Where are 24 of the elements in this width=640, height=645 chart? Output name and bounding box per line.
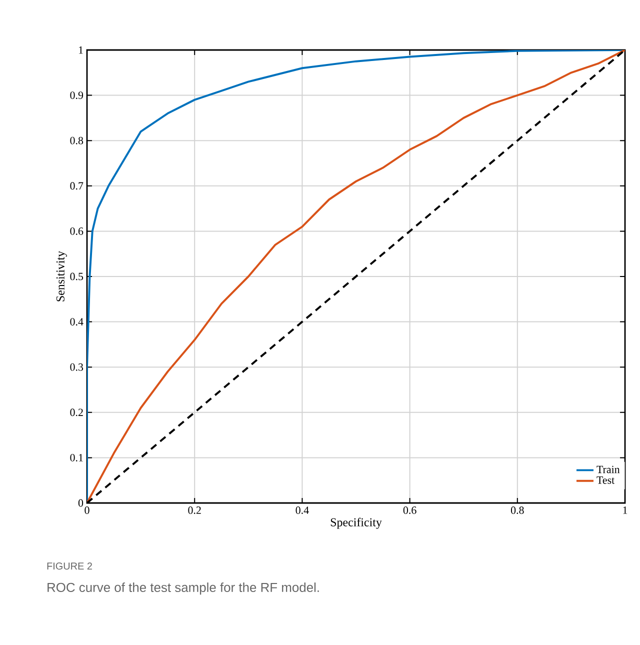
text: ROC curve of the test sample for the RF model.	[48, 582, 319, 595]
y-tick-label: 0.6	[70, 227, 84, 235]
legend-label: Train	[596, 466, 620, 474]
y-tick-label: 0.2	[70, 408, 83, 416]
y-tick-label: 0.9	[70, 92, 84, 100]
x-tick-label: 0.6	[403, 506, 416, 514]
caption: FIGURE 2	[47, 562, 92, 570]
y-tick-label: 0.7	[70, 182, 84, 190]
y-tick-label: 1	[78, 46, 83, 54]
x-tick-label: 0	[84, 506, 90, 514]
y-tick-label: 0.1	[70, 454, 83, 462]
x-tick-label: 0.8	[510, 506, 524, 514]
legend-label: Test	[596, 476, 615, 484]
y-tick-label: 0.3	[70, 363, 84, 371]
line-series	[87, 50, 626, 503]
x-tick-label: 1	[623, 506, 628, 514]
x-tick-label: 0.4	[296, 506, 309, 514]
y-tick-label: 0.4	[70, 318, 84, 326]
x-tick-label: 0.2	[188, 506, 201, 514]
x-axis-title: Specificity	[330, 518, 382, 529]
y-tick-label: 0.8	[70, 136, 84, 144]
y-axis-title: Sensitivity	[56, 250, 67, 302]
y-tick-label: 0	[78, 499, 84, 507]
y-tick-label: 0.5	[70, 272, 84, 280]
